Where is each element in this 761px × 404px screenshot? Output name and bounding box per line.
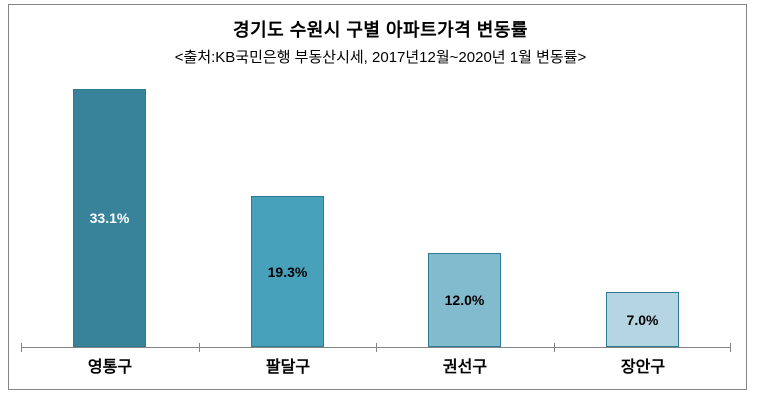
plot-area: 33.1% 19.3% 12.0% 7.0%: [21, 74, 731, 352]
x-axis-label-팔달구: 팔달구: [265, 359, 311, 376]
data-label: 12.0%: [444, 292, 485, 308]
x-axis-tick: [554, 343, 555, 352]
x-axis-tick: [21, 343, 22, 352]
bar-권선구: 12.0%: [428, 253, 501, 347]
x-axis-category-labels: 영통구 팔달구 권선구 장안구: [21, 353, 731, 376]
x-axis-tick: [730, 343, 731, 352]
chart-subtitle: <출처:KB국민은행 부동산시세, 2017년12월~2020년 1월 변동률>: [174, 49, 587, 66]
bar-팔달구: 19.3%: [251, 196, 324, 347]
x-axis-label-권선구: 권선구: [442, 359, 488, 376]
x-axis-tick: [376, 343, 377, 352]
data-label: 7.0%: [626, 311, 659, 328]
bar-영통구: 33.1%: [73, 89, 146, 347]
x-axis-label-영통구: 영통구: [87, 359, 133, 376]
x-axis-label-장안구: 장안구: [620, 359, 666, 376]
data-label: 33.1%: [89, 210, 130, 226]
x-axis-tick: [199, 343, 200, 352]
bar-장안구: 7.0%: [606, 292, 679, 347]
data-label: 19.3%: [267, 263, 308, 280]
chart-title: 경기도 수원시 구별 아파트가격 변동률: [233, 20, 528, 40]
